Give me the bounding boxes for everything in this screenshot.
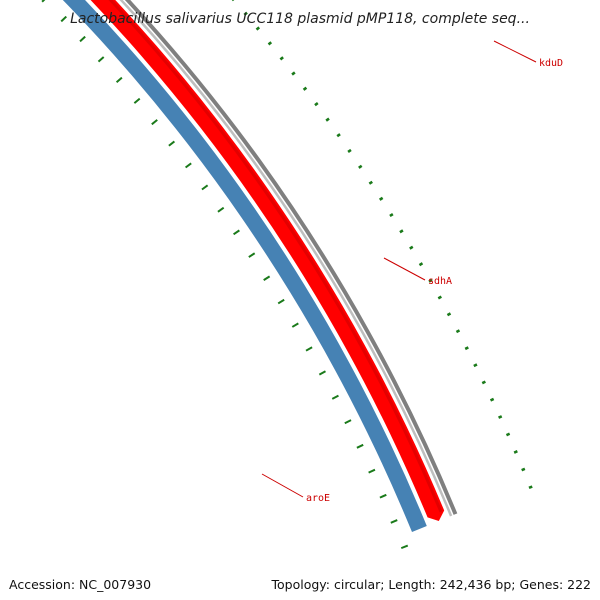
tick-dot (358, 164, 363, 169)
inner-tick (201, 184, 209, 191)
inner-tick (60, 15, 67, 23)
tick-dot (255, 26, 261, 31)
inner-tick (263, 275, 271, 281)
tick-dot (279, 56, 284, 61)
inner-tick (217, 206, 225, 213)
tick-dot (314, 102, 319, 107)
inner-tick (233, 229, 240, 236)
tick-dot (446, 312, 452, 317)
tick-dot (399, 229, 404, 234)
gene-label-sdhA: sdhA (428, 276, 452, 287)
forward-cds-arrow (90, 0, 445, 522)
tick-dot (368, 180, 373, 185)
tick-dot (409, 245, 414, 250)
tick-dot (505, 432, 511, 437)
inner-tick (133, 97, 141, 104)
inner-tick (41, 0, 46, 3)
inner-tick (400, 544, 409, 550)
tick-dot (418, 262, 424, 267)
inner-tick (248, 252, 256, 258)
gene-next-arrow (62, 0, 427, 533)
plasmid-backbone (119, 0, 458, 517)
backbone-line (124, 0, 458, 515)
tick-dot (473, 363, 478, 368)
gene-label-aroE: aroE (306, 493, 330, 504)
tick-dot (437, 295, 442, 300)
tick-dot (347, 148, 352, 154)
tick-dot (528, 485, 533, 490)
inner-tick (331, 394, 339, 400)
tick-dot (389, 212, 394, 218)
tick-dot (489, 397, 495, 402)
tick-dot (302, 86, 308, 91)
inner-tick (379, 493, 387, 499)
tick-dot (464, 346, 469, 351)
tick-dot (498, 415, 503, 419)
reverse-strand-track (62, 0, 427, 533)
inner-tick-marks (41, 0, 409, 550)
tick-dot (455, 329, 461, 334)
map-title: Lactobacillus salivarius UCC118 plasmid … (70, 11, 530, 27)
inner-tick (115, 76, 123, 84)
inner-tick (97, 56, 105, 63)
inner-tick (79, 35, 86, 43)
inner-tick (168, 140, 176, 147)
tick-dot (513, 450, 518, 454)
tick-dot (291, 71, 296, 76)
tick-dot (481, 380, 486, 385)
inner-tick (184, 162, 192, 169)
inner-tick (151, 119, 158, 126)
tick-dot (336, 133, 341, 138)
tick-dot (428, 278, 433, 283)
tick-dot (267, 41, 273, 46)
gene-label-kduD: kduD (539, 58, 563, 69)
summary-text: Topology: circular; Length: 242,436 bp; … (268, 577, 594, 592)
forward-strand-track (90, 0, 445, 522)
inner-tick (277, 298, 285, 305)
inner-tick (356, 443, 364, 449)
inner-tick (344, 419, 352, 425)
gene-label-line (261, 473, 304, 498)
inner-tick (368, 468, 376, 474)
inner-tick (390, 519, 398, 524)
gene-label-line (493, 40, 537, 63)
inner-tick (318, 370, 326, 376)
accession-text: Accession: NC_007930 (6, 577, 155, 592)
gene-labels: kduD sdhA aroE (261, 40, 563, 504)
tick-dot (325, 117, 330, 122)
tick-dot (521, 467, 526, 472)
gene-label-line (383, 257, 426, 281)
inner-tick (305, 346, 313, 352)
tick-dot (243, 11, 248, 16)
tick-dot (378, 196, 384, 201)
inner-tick (291, 322, 299, 328)
tick-dots (231, 0, 533, 490)
